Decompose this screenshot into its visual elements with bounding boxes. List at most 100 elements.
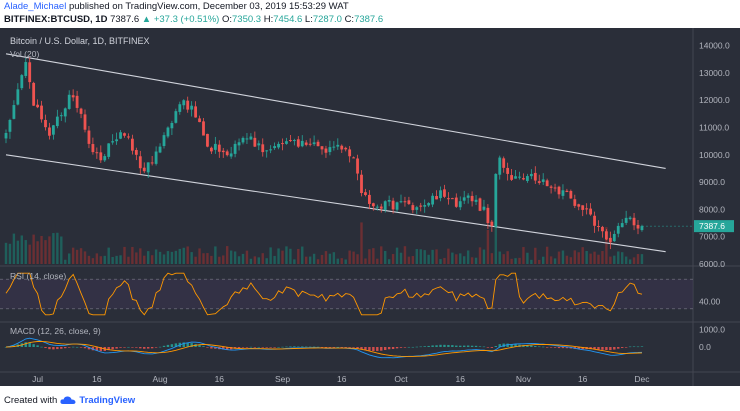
candle-body xyxy=(427,203,431,206)
volume-bar xyxy=(186,246,189,264)
grid xyxy=(0,28,740,386)
macd-histogram-bar xyxy=(557,347,561,349)
macd-histogram-bar xyxy=(474,345,478,347)
volume-bar xyxy=(241,253,245,264)
volume-bar xyxy=(628,259,632,264)
candle-body xyxy=(395,202,399,210)
candle-body xyxy=(146,162,150,173)
volume-bar xyxy=(32,234,35,264)
volume-bar xyxy=(273,255,276,264)
macd-histogram-bar xyxy=(206,347,209,348)
candle-body xyxy=(316,141,320,147)
macd-histogram-bar xyxy=(52,347,55,350)
candle-body xyxy=(206,133,209,147)
volume-bar xyxy=(222,255,225,264)
candle-body xyxy=(616,225,620,234)
macd-histogram-bar xyxy=(305,346,308,348)
volume-bar xyxy=(502,254,505,264)
rsi-pane: 40.00 xyxy=(0,272,721,316)
volume-bar xyxy=(277,248,280,264)
macd-histogram-bar xyxy=(628,346,632,348)
macd-histogram-bar xyxy=(202,346,205,347)
macd-histogram-bar xyxy=(486,347,490,348)
candle-body xyxy=(63,108,67,117)
candle-body xyxy=(533,172,537,181)
price-change: +37.3 (+0.51%) xyxy=(153,14,220,25)
volume-bar xyxy=(380,246,383,264)
volume-bar xyxy=(206,253,209,264)
candle-body xyxy=(320,146,324,150)
macd-histogram-bar xyxy=(624,347,628,348)
volume-bar xyxy=(352,251,355,264)
volume-bar xyxy=(597,254,600,264)
channel-lower-line xyxy=(5,154,666,253)
volume-bar xyxy=(617,251,620,264)
volume-bar xyxy=(293,259,296,264)
macd-histogram-bar xyxy=(360,347,363,350)
ohlc-close: 7387.6 xyxy=(354,14,384,25)
volume-bar xyxy=(71,247,75,264)
candle-body xyxy=(300,140,304,147)
chart-area[interactable]: 6000.0 7000.0 8000.0 9000.0 10000.0 11000.0 12… xyxy=(0,28,740,386)
volume-label: Vol (20) xyxy=(10,49,39,59)
ohlc-open-label: O: xyxy=(221,14,233,25)
macd-histogram-bar xyxy=(443,344,446,347)
volume-bar xyxy=(150,255,154,264)
price-tick-label: 7000.0 xyxy=(699,232,725,242)
tradingview-brand[interactable]: TradingView xyxy=(79,394,136,406)
price-chart-svg[interactable]: 6000.0 7000.0 8000.0 9000.0 10000.0 11000.0 12… xyxy=(0,28,740,386)
time-tick-label: 16 xyxy=(92,374,102,384)
macd-histogram-bar xyxy=(226,347,229,350)
macd-histogram-bar xyxy=(48,347,51,350)
candle-body xyxy=(454,197,458,207)
candle-body xyxy=(577,204,581,207)
volume-bar xyxy=(364,258,367,264)
candle-body xyxy=(608,237,612,243)
volume-bar xyxy=(226,246,229,264)
volume-bar xyxy=(494,225,497,264)
volume-bar xyxy=(569,257,573,264)
macd-histogram-bar xyxy=(277,346,280,348)
price-tick-label: 13000.0 xyxy=(699,68,730,78)
candle-body xyxy=(182,100,186,106)
candle-body xyxy=(360,174,363,194)
volume-bar xyxy=(589,253,592,264)
price-axis: 6000.0 7000.0 8000.0 9000.0 10000.0 11000.0 12… xyxy=(641,41,734,269)
time-tick-label: 16 xyxy=(215,374,225,384)
macd-histogram-bar xyxy=(198,344,201,347)
macd-histogram-bar xyxy=(336,346,339,348)
macd-histogram-bar xyxy=(391,347,395,349)
candle-body xyxy=(541,179,545,182)
macd-histogram-bar xyxy=(376,347,379,351)
time-tick-label: Nov xyxy=(516,374,532,384)
volume-bar xyxy=(368,249,371,264)
volume-bar xyxy=(451,252,454,264)
macd-histogram-bar xyxy=(407,346,411,348)
volume-bars xyxy=(4,222,644,264)
macd-histogram-bar xyxy=(427,345,430,347)
candle-body xyxy=(249,136,253,140)
volume-bar xyxy=(111,256,114,264)
macd-histogram-bar xyxy=(565,347,569,349)
candle-body xyxy=(166,127,170,137)
volume-bar xyxy=(115,255,118,264)
volume-bar xyxy=(237,256,241,264)
volume-bar xyxy=(8,243,12,264)
candle-body xyxy=(296,139,300,147)
macd-histogram-bar xyxy=(91,347,95,351)
volume-bar xyxy=(281,250,284,264)
author-link[interactable]: Alade_Michael xyxy=(4,1,67,12)
macd-histogram-bar xyxy=(364,347,367,351)
candle-body xyxy=(111,141,115,143)
candle-body xyxy=(510,175,513,180)
candles xyxy=(4,57,644,250)
price-tick-label: 9000.0 xyxy=(699,177,725,187)
candle-body xyxy=(308,143,312,145)
macd-histogram-bar xyxy=(68,347,71,348)
macd-histogram-bar xyxy=(320,347,324,348)
volume-bar xyxy=(79,248,83,264)
price-tick-label: 11000.0 xyxy=(699,123,729,133)
candle-body xyxy=(170,122,174,129)
macd-histogram-bar xyxy=(131,347,134,348)
candle-body xyxy=(628,217,632,220)
